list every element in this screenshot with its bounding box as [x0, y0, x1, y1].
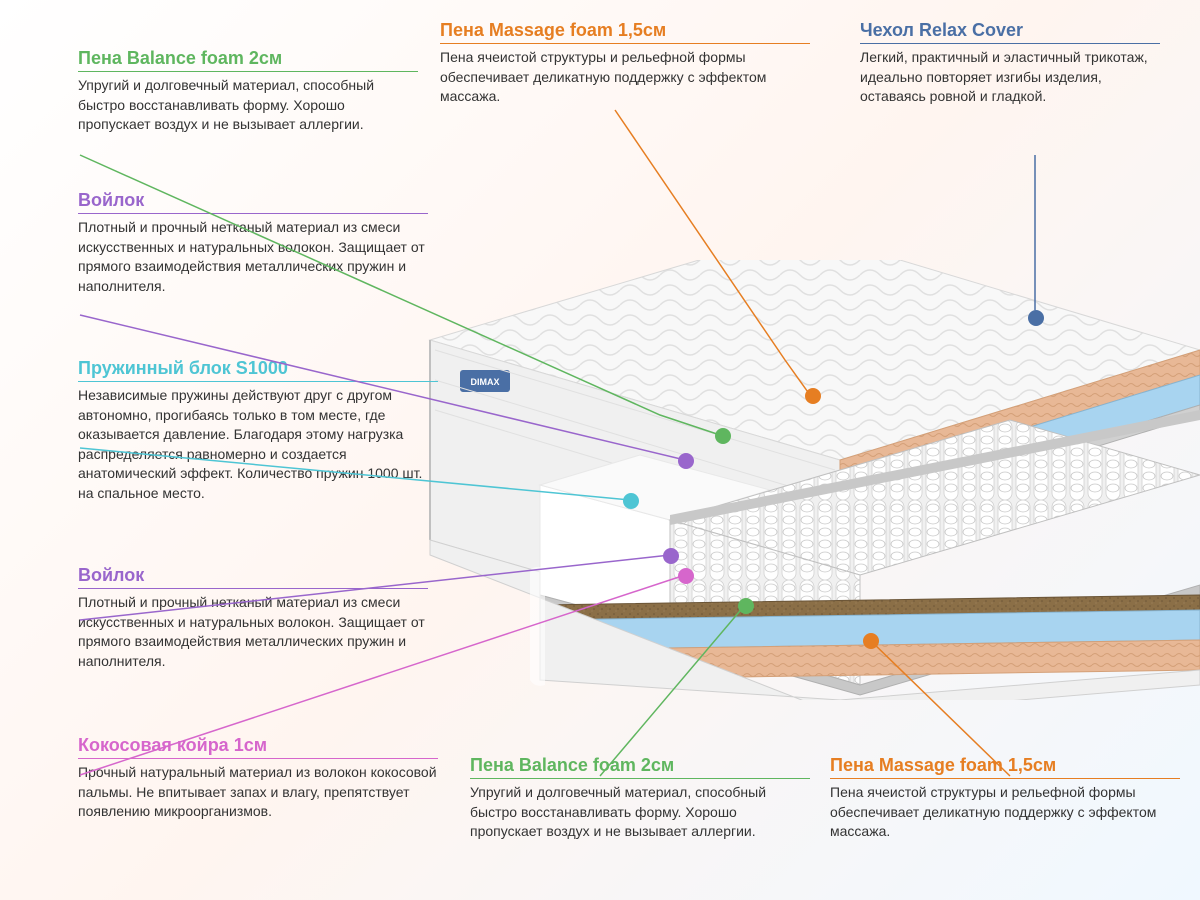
- dot-cover: [1028, 310, 1044, 326]
- title-spring: Пружинный блок S1000: [78, 358, 438, 382]
- dot-felt-bottom: [663, 548, 679, 564]
- desc-felt-top: Плотный и прочный нетканый материал из с…: [78, 218, 428, 296]
- desc-balance-bottom: Упругий и долговечный материал, способны…: [470, 783, 810, 842]
- desc-felt-bottom: Плотный и прочный нетканый материал из с…: [78, 593, 428, 671]
- title-felt-top: Войлок: [78, 190, 428, 214]
- desc-balance-top: Упругий и долговечный материал, способны…: [78, 76, 418, 135]
- desc-coconut: Прочный натуральный материал из волокон …: [78, 763, 438, 822]
- title-cover: Чехол Relax Cover: [860, 20, 1160, 44]
- title-balance-bottom: Пена Balance foam 2см: [470, 755, 810, 779]
- desc-spring: Независимые пружины действуют друг с дру…: [78, 386, 438, 504]
- dot-felt-top: [678, 453, 694, 469]
- label-felt-bottom: Войлок Плотный и прочный нетканый матери…: [78, 565, 428, 671]
- title-coconut: Кокосовая койра 1см: [78, 735, 438, 759]
- label-balance-foam-bottom: Пена Balance foam 2см Упругий и долговеч…: [470, 755, 810, 842]
- svg-text:DIMAX: DIMAX: [471, 377, 500, 387]
- label-coconut: Кокосовая койра 1см Прочный натуральный …: [78, 735, 438, 822]
- dot-spring: [623, 493, 639, 509]
- dot-massage-bottom: [863, 633, 879, 649]
- title-massage-top: Пена Massage foam 1,5см: [440, 20, 810, 44]
- dot-massage-top: [805, 388, 821, 404]
- dot-balance-bottom: [738, 598, 754, 614]
- dot-balance-top: [715, 428, 731, 444]
- label-massage-foam-bottom: Пена Massage foam 1,5см Пена ячеистой ст…: [830, 755, 1180, 842]
- title-balance-top: Пена Balance foam 2см: [78, 48, 418, 72]
- label-spring-block: Пружинный блок S1000 Независимые пружины…: [78, 358, 438, 504]
- title-felt-bottom: Войлок: [78, 565, 428, 589]
- desc-massage-bottom: Пена ячеистой структуры и рельефной форм…: [830, 783, 1180, 842]
- desc-cover: Легкий, практичный и эластичный трикотаж…: [860, 48, 1160, 107]
- label-felt-top: Войлок Плотный и прочный нетканый матери…: [78, 190, 428, 296]
- label-balance-foam-top: Пена Balance foam 2см Упругий и долговеч…: [78, 48, 418, 135]
- dot-coconut: [678, 568, 694, 584]
- label-relax-cover: Чехол Relax Cover Легкий, практичный и э…: [860, 20, 1160, 107]
- title-massage-bottom: Пена Massage foam 1,5см: [830, 755, 1180, 779]
- label-massage-foam-top: Пена Massage foam 1,5см Пена ячеистой ст…: [440, 20, 810, 107]
- desc-massage-top: Пена ячеистой структуры и рельефной форм…: [440, 48, 810, 107]
- mattress-diagram: DIMAX: [420, 260, 1200, 700]
